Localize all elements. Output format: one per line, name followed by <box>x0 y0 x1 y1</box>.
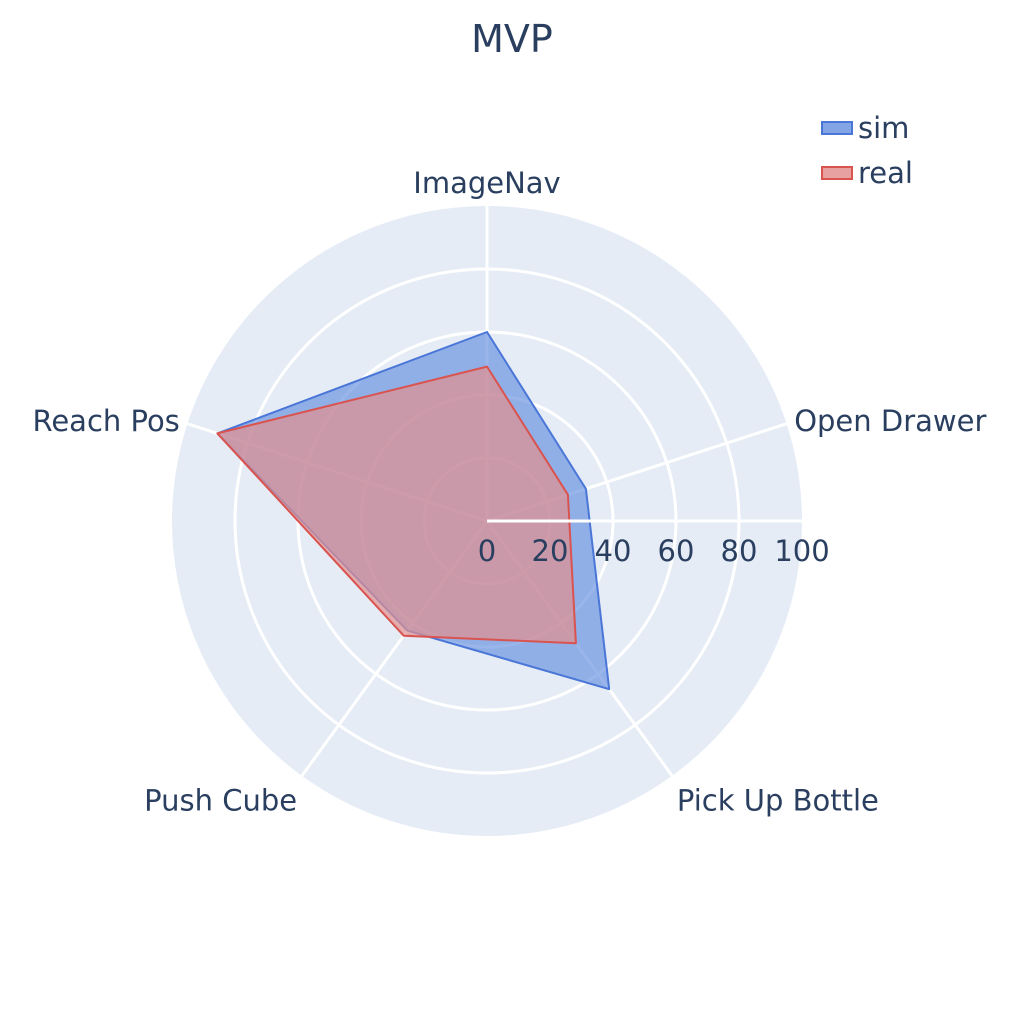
legend[interactable]: sim real <box>821 111 913 190</box>
category-label: Push Cube <box>144 783 297 817</box>
category-label: ImageNav <box>413 166 560 200</box>
legend-swatch <box>821 166 853 180</box>
series-real <box>216 365 577 645</box>
category-label: Pick Up Bottle <box>677 783 879 817</box>
radial-tick-label: 20 <box>532 534 569 568</box>
series-layer <box>216 331 611 691</box>
legend-item-real[interactable]: real <box>821 156 913 190</box>
radial-tick-label: 60 <box>658 534 695 568</box>
category-label: Open Drawer <box>794 404 986 438</box>
radial-tick-label: 100 <box>774 534 829 568</box>
legend-item-sim[interactable]: sim <box>821 111 909 145</box>
radial-tick-label: 80 <box>721 534 758 568</box>
chart-title: MVP <box>471 17 553 61</box>
radial-tick-label: 40 <box>595 534 632 568</box>
category-label: Reach Pos <box>32 404 179 438</box>
radial-tick-label: 0 <box>478 534 496 568</box>
legend-swatch <box>821 121 853 135</box>
radial-axis: 0 20 40 60 80 100 <box>478 519 830 568</box>
angular-axis-labels: Open Drawer ImageNav Reach Pos Push Cube Pic… <box>32 166 986 817</box>
legend-label: real <box>858 156 913 190</box>
legend-label: sim <box>858 111 909 145</box>
